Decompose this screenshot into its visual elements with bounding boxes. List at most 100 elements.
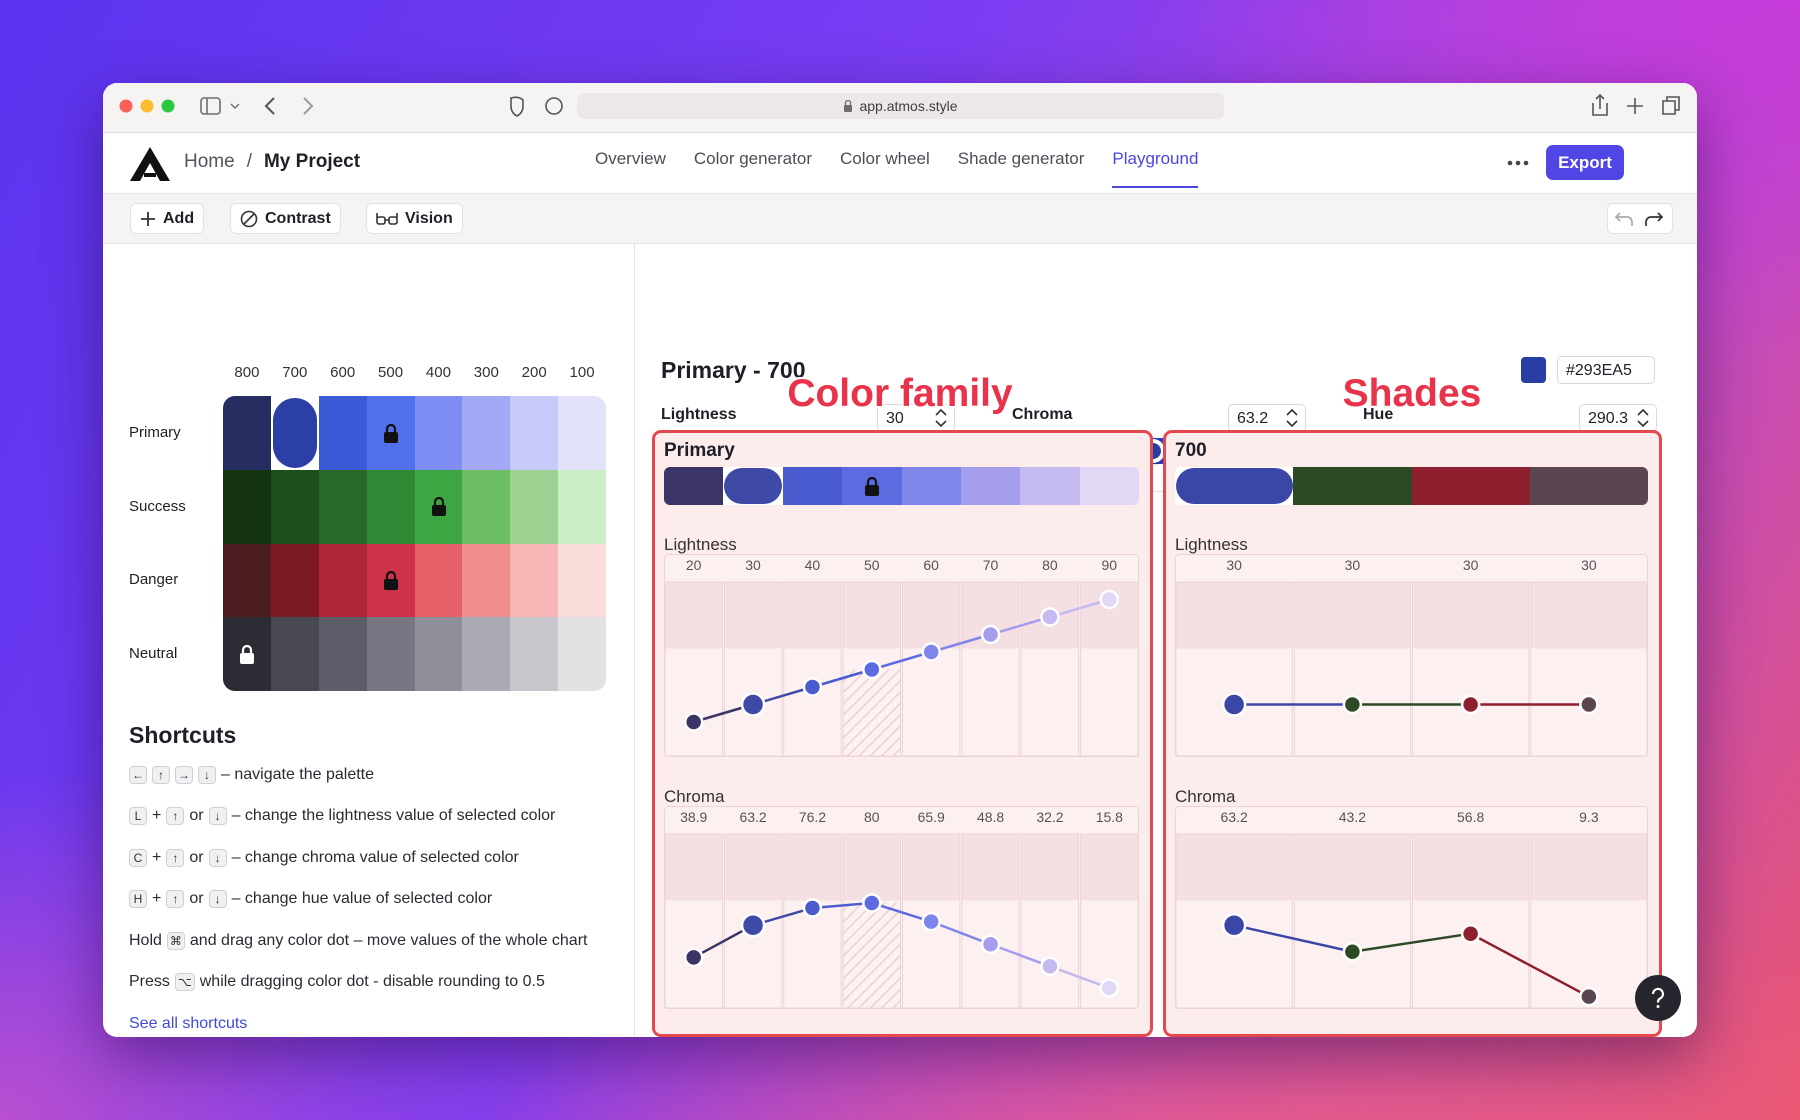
color-cell[interactable]	[414, 543, 463, 618]
color-cell[interactable]	[270, 469, 320, 544]
color-cell[interactable]	[462, 543, 511, 618]
color-dot[interactable]	[1460, 923, 1481, 944]
color-dot[interactable]	[1221, 912, 1247, 938]
shortcuts-link[interactable]: See all shortcuts	[129, 1015, 248, 1032]
close-button[interactable]	[119, 99, 133, 113]
color-cell[interactable]	[270, 396, 320, 471]
undo-button[interactable]	[1614, 212, 1633, 226]
color-cell[interactable]	[318, 543, 368, 618]
back-button[interactable]	[264, 97, 275, 115]
color-dot[interactable]	[802, 898, 823, 918]
nav-tab[interactable]: Playground	[1112, 133, 1199, 188]
color-dot[interactable]	[921, 911, 941, 932]
color-cell[interactable]	[318, 617, 368, 691]
color-cell[interactable]	[558, 617, 606, 691]
swatch[interactable]	[901, 467, 962, 505]
swatch[interactable]	[960, 467, 1021, 505]
color-cell[interactable]	[414, 396, 463, 471]
nav-tab[interactable]: Shade generator	[957, 149, 1085, 168]
swatch[interactable]	[664, 467, 724, 505]
more-menu[interactable]	[1506, 155, 1530, 171]
color-dot[interactable]	[683, 947, 704, 968]
swatch[interactable]	[1020, 467, 1081, 505]
color-cell[interactable]	[318, 396, 368, 471]
color-dot[interactable]	[683, 712, 704, 732]
color-dot[interactable]	[1460, 694, 1481, 715]
color-cell[interactable]	[366, 543, 415, 618]
color-cell[interactable]	[223, 469, 272, 544]
swatch[interactable]	[1411, 467, 1531, 505]
color-cell[interactable]	[223, 617, 272, 691]
vision-button[interactable]: Vision	[366, 203, 463, 234]
color-dot[interactable]	[862, 659, 882, 680]
color-dot[interactable]	[802, 677, 823, 697]
color-dot[interactable]	[921, 642, 941, 662]
color-cell[interactable]	[270, 543, 320, 618]
contrast-button[interactable]: Contrast	[230, 203, 341, 234]
color-cell[interactable]	[510, 543, 559, 618]
sidebar-button[interactable]	[200, 97, 221, 115]
privacy-icon[interactable]	[510, 96, 524, 117]
export-button[interactable]: Export	[1546, 145, 1624, 180]
project-name[interactable]: My Project	[263, 151, 361, 172]
color-cell[interactable]	[462, 396, 511, 471]
help-button[interactable]	[1635, 975, 1681, 1021]
swatch[interactable]	[1175, 467, 1294, 505]
tab-menu[interactable]	[230, 103, 240, 110]
hex-input[interactable]: #293EA5	[1557, 356, 1655, 384]
color-cell[interactable]	[223, 543, 272, 618]
color-cell[interactable]	[366, 396, 415, 471]
color-cell[interactable]	[510, 617, 559, 691]
color-cell[interactable]	[462, 617, 511, 691]
color-cell[interactable]	[223, 396, 272, 471]
nav-tab[interactable]: Color generator	[693, 149, 812, 168]
zoom-button[interactable]	[161, 99, 175, 113]
color-cell[interactable]	[558, 396, 606, 471]
number-input[interactable]: 290.3	[1579, 404, 1657, 432]
color-dot[interactable]	[1579, 986, 1599, 1007]
number-input[interactable]: 63.2	[1228, 404, 1306, 432]
color-dot[interactable]	[1342, 694, 1363, 715]
url-bar[interactable]: app.atmos.style	[577, 93, 1224, 119]
swatch[interactable]	[723, 467, 784, 505]
color-cell[interactable]	[414, 469, 463, 544]
stepper[interactable]	[1636, 406, 1650, 430]
color-dot[interactable]	[1579, 694, 1599, 715]
share-button[interactable]	[1592, 93, 1608, 116]
swatch[interactable]	[1529, 467, 1648, 505]
color-dot[interactable]	[1040, 607, 1060, 627]
redo-button[interactable]	[1645, 212, 1664, 226]
home-link[interactable]: Home	[184, 151, 235, 172]
swatch[interactable]	[1079, 467, 1139, 505]
number-input[interactable]: 30	[877, 404, 955, 432]
minimize-button[interactable]	[140, 99, 154, 113]
color-dot[interactable]	[740, 692, 766, 717]
forward-button[interactable]	[303, 97, 314, 115]
swatch[interactable]	[842, 467, 902, 505]
color-cell[interactable]	[462, 469, 511, 544]
stepper[interactable]	[934, 406, 948, 430]
color-dot[interactable]	[1099, 978, 1120, 998]
color-dot[interactable]	[1040, 956, 1060, 977]
tabs-button[interactable]	[1662, 96, 1680, 115]
color-dot[interactable]	[1342, 941, 1363, 962]
swatch[interactable]	[1293, 467, 1412, 505]
extension-icon[interactable]	[545, 97, 563, 115]
color-cell[interactable]	[558, 543, 606, 618]
color-cell[interactable]	[558, 469, 606, 544]
swatch[interactable]	[782, 467, 843, 505]
color-cell[interactable]	[318, 469, 368, 544]
color-cell[interactable]	[510, 396, 559, 471]
color-dot[interactable]	[862, 893, 882, 913]
color-cell[interactable]	[414, 617, 463, 691]
color-dot[interactable]	[1221, 692, 1247, 717]
stepper[interactable]	[1285, 406, 1299, 430]
nav-tab[interactable]: Color wheel	[839, 149, 930, 168]
color-dot[interactable]	[980, 624, 1001, 645]
color-dot[interactable]	[740, 912, 766, 938]
logo[interactable]	[130, 147, 170, 181]
color-dot[interactable]	[1099, 589, 1120, 610]
color-cell[interactable]	[366, 617, 415, 691]
add-button[interactable]: Add	[130, 203, 205, 234]
color-cell[interactable]	[270, 617, 320, 691]
